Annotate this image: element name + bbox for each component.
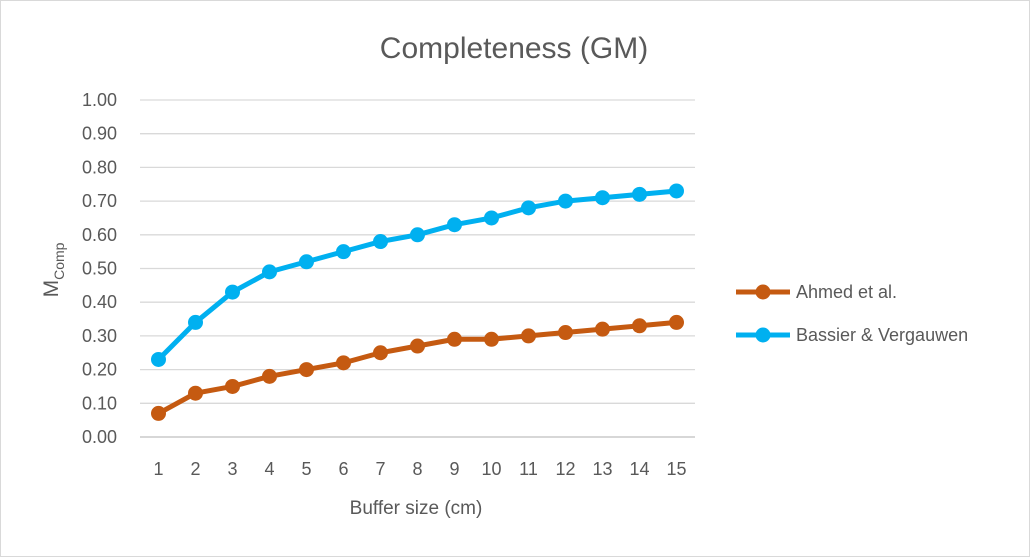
data-point [669,314,684,330]
data-point [410,227,425,243]
x-axis-ticks: 1 2 3 4 5 6 7 8 9 10 11 12 13 14 15 [153,459,686,479]
x-tick-label: 8 [412,459,422,479]
y-tick-label: 0.20 [82,360,117,380]
data-point [484,331,499,347]
data-point [151,351,166,367]
chart-title: Completeness (GM) [380,32,648,65]
y-tick-label: 0.10 [82,393,117,413]
data-point [151,405,166,421]
legend-marker [755,284,771,300]
y-tick-label: 0.60 [82,225,117,245]
x-tick-label: 1 [153,459,163,479]
legend: Ahmed et al. Bassier & Vergauwen [736,282,968,345]
data-point [632,186,647,202]
y-tick-label: 0.30 [82,326,117,346]
y-tick-label: 0.90 [82,124,117,144]
data-point [373,234,388,250]
data-point [225,378,240,394]
legend-label: Ahmed et al. [796,282,897,302]
data-point [373,345,388,361]
x-axis-label: Buffer size (cm) [350,498,483,519]
legend-marker [755,327,771,343]
data-point [669,183,684,199]
y-tick-label: 0.70 [82,191,117,211]
x-tick-label: 5 [301,459,311,479]
x-tick-label: 2 [190,459,200,479]
y-tick-label: 1.00 [82,90,117,110]
data-point [262,264,277,280]
legend-label: Bassier & Vergauwen [796,325,968,345]
data-point [521,328,536,344]
data-point [632,318,647,334]
x-tick-label: 14 [629,459,649,479]
y-axis-label-main: M [40,280,63,298]
data-point [595,321,610,337]
data-point [558,193,573,209]
y-axis-ticks: 0.00 0.10 0.20 0.30 0.40 0.50 0.60 0.70 0.80 0.90… [82,90,117,447]
x-tick-label: 13 [592,459,612,479]
gridlines [140,99,695,438]
data-point [447,217,462,233]
x-tick-label: 12 [555,459,575,479]
data-point [595,190,610,206]
x-tick-label: 6 [338,459,348,479]
y-tick-label: 0.00 [82,427,117,447]
data-point [336,244,351,260]
x-tick-label: 11 [519,459,538,479]
data-point [188,314,203,330]
data-point [299,254,314,270]
y-axis-label: MComp [40,242,67,297]
series-group [151,183,684,421]
y-tick-label: 0.50 [82,259,117,279]
data-point [447,331,462,347]
x-tick-label: 10 [481,459,501,479]
data-point [484,210,499,226]
x-tick-label: 9 [449,459,459,479]
y-axis-label-sub: Comp [51,242,67,280]
data-point [521,200,536,216]
data-point [558,325,573,341]
x-tick-label: 15 [666,459,686,479]
data-point [188,385,203,401]
data-point [262,368,277,384]
data-point [225,284,240,300]
y-tick-label: 0.80 [82,157,117,177]
x-tick-label: 3 [227,459,237,479]
data-point [410,338,425,354]
x-tick-label: 4 [264,459,274,479]
x-tick-label: 7 [375,459,385,479]
data-point [336,355,351,371]
data-point [299,362,314,378]
y-tick-label: 0.40 [82,292,117,312]
